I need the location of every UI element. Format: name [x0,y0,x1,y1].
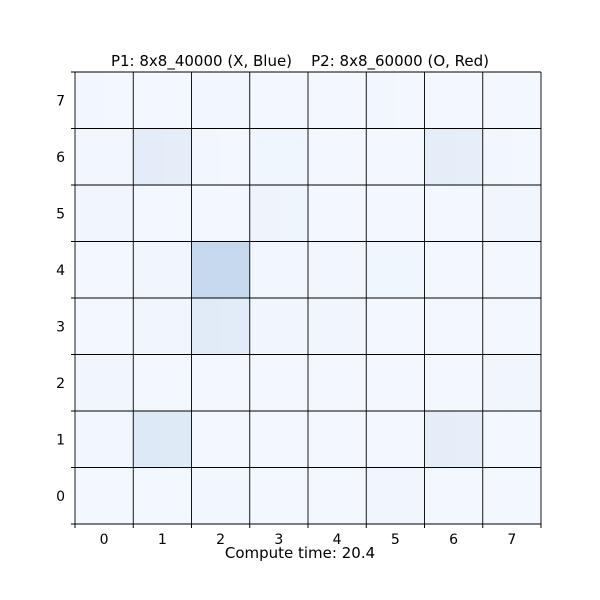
board-cell-shade [366,354,396,411]
board-cell-shade [249,241,279,298]
x-tick-label: 0 [100,532,109,548]
board-cell-shade [308,467,338,524]
board-cell-shade [133,128,163,185]
board-cell-shade [424,467,454,524]
board-cell-shade [191,411,221,468]
board-cell-shade [191,354,221,411]
board-cell-shade [424,354,454,411]
y-tick-label: 4 [56,263,65,279]
board-cell-shade [249,354,279,411]
board-cell-shade [191,185,221,242]
board-cell-shade [133,298,163,355]
board-cell-shade [75,241,105,298]
x-tick-label: 3 [274,532,283,548]
match-title: P1: 8x8_40000 (X, Blue) P2: 8x8_60000 (O… [110,52,490,70]
board-cell-shade [191,467,221,524]
board-cell-shade [308,128,338,185]
board-cell-shade [424,241,454,298]
board-cell-shade [366,128,396,185]
board-cell-shade [366,241,396,298]
board-cell-shade [308,241,338,298]
board-cell-shade [424,298,454,355]
board-cell-shade [308,354,338,411]
board-cell-shade [133,241,163,298]
board-cell-shade [308,72,338,129]
board-cell-shade [191,72,221,129]
board-cells [75,72,541,524]
x-tick-label: 5 [391,532,400,548]
board-cell-shade [482,241,512,298]
board-cell-shade [308,185,338,242]
x-tick-label: 4 [333,532,342,548]
board-cell-shade [308,298,338,355]
compute-time-value: 20.4 [341,544,376,562]
board-cell-shade [249,185,279,242]
compute-time-label: Compute time: [224,544,337,562]
board-cell-shade [424,411,454,468]
x-tick-label: 7 [507,532,516,548]
board-cell-shade [424,185,454,242]
board-grid-lines [74,71,542,525]
board-cell-shade [249,72,279,129]
y-tick-label: 3 [56,319,65,335]
board-cell-shade [308,411,338,468]
board-cell-shade [366,467,396,524]
axis-ticks: 0 1 2 3 4 5 6 7 0 1 2 3 4 5 6 7 [56,71,542,548]
board-cell-shade [366,185,396,242]
board-cell-shade [75,298,105,355]
x-tick-label: 2 [216,532,225,548]
board-cell-shade [191,241,221,298]
board-cell-shade [75,185,105,242]
board-cell-shade [133,185,163,242]
y-tick-label: 6 [56,150,65,166]
board-cell-shade [482,298,512,355]
y-tick-label: 5 [56,206,65,222]
board-cell-shade [133,411,163,468]
board-cell-shade [249,298,279,355]
board-cell-shade [249,411,279,468]
board-cell-shade [191,128,221,185]
board-cell-shade [482,185,512,242]
board-cell-shade [133,467,163,524]
board-cell-shade [482,128,512,185]
compute-time-readout: Compute time: 20.4 [0,544,600,562]
board-cell-shade [75,128,105,185]
board-cell-shade [249,467,279,524]
board-cell-shade [482,72,512,129]
y-tick-label: 7 [56,93,65,109]
x-tick-label: 6 [449,532,458,548]
board-cell-shade [366,298,396,355]
board-cell-shade [191,298,221,355]
board-cell-shade [133,72,163,129]
board-cell-shade [482,411,512,468]
x-tick-label: 1 [158,532,167,548]
board-cell-shade [482,467,512,524]
board-cell-shade [366,411,396,468]
board-cell-shade [482,354,512,411]
board-cell-shade [424,128,454,185]
board-cell-shade [75,72,105,129]
board-cell-shade [249,128,279,185]
y-tick-label: 2 [56,376,65,392]
y-tick-label: 0 [56,489,65,505]
y-tick-label: 1 [56,432,65,448]
board-cell-shade [133,354,163,411]
board-cell-shade [75,467,105,524]
board-cell-shade [75,354,105,411]
board-cell-shade [75,411,105,468]
board-cell-shade [424,72,454,129]
board-cell-shade [366,72,396,129]
